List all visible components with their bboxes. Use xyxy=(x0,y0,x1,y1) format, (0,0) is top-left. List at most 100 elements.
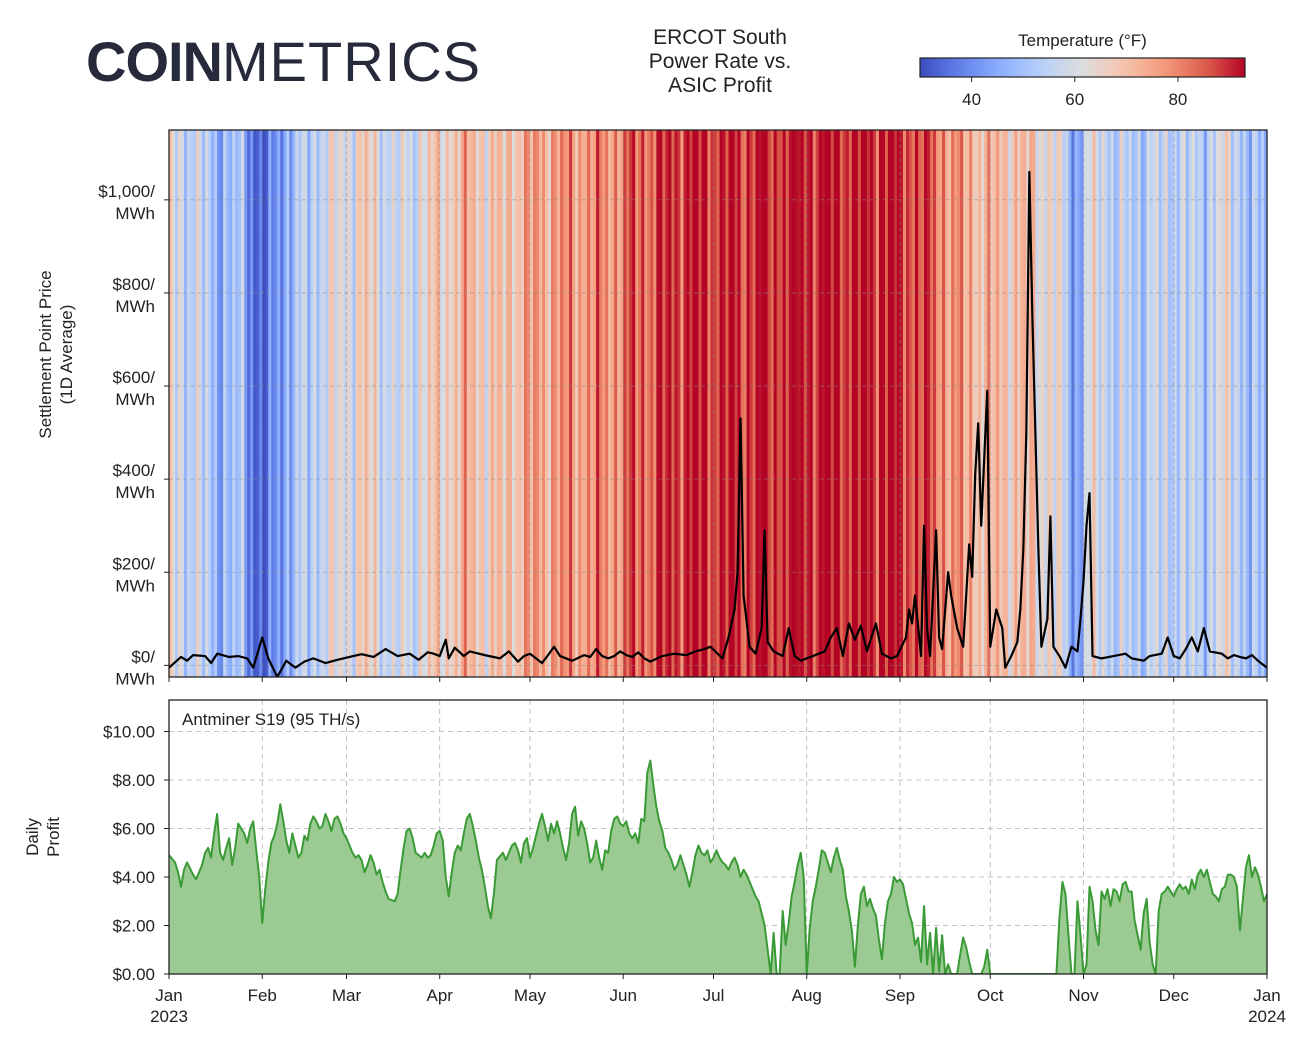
profit-y-tick-label: $2.00 xyxy=(112,917,155,936)
temperature-stripe xyxy=(193,130,197,677)
temperature-stripe xyxy=(1002,130,1006,677)
temperature-stripe xyxy=(313,130,317,677)
temperature-stripe xyxy=(927,130,931,677)
x-tick-label: Nov xyxy=(1068,986,1099,1005)
x-tick-year: 2024 xyxy=(1248,1007,1286,1026)
temperature-stripe xyxy=(1035,130,1039,677)
temperature-stripe xyxy=(668,130,672,677)
temperature-stripe xyxy=(1068,130,1073,677)
temperature-stripe xyxy=(1014,130,1018,677)
temperature-stripe xyxy=(875,130,880,677)
temperature-stripe xyxy=(1110,130,1115,677)
temperature-stripe xyxy=(842,130,847,677)
temperature-stripe xyxy=(301,130,305,677)
temperature-stripe xyxy=(581,130,585,677)
temperature-stripe xyxy=(205,130,209,677)
temperature-stripe xyxy=(869,130,874,677)
temperature-colorbar: Temperature (°F) 40 60 80 xyxy=(919,31,1246,109)
temperature-stripe xyxy=(1146,130,1151,677)
temperature-stripe xyxy=(217,130,221,677)
temperature-stripe xyxy=(502,130,507,677)
temperature-stripe xyxy=(1200,130,1205,677)
temperature-stripe xyxy=(484,130,489,677)
temperature-stripe xyxy=(1251,130,1256,677)
temperature-stripe xyxy=(836,130,841,677)
temperature-stripe xyxy=(900,130,904,677)
colorbar-title: Temperature (°F) xyxy=(1018,31,1147,50)
temperature-stripe xyxy=(1008,130,1012,677)
temperature-stripe xyxy=(686,130,691,677)
temperature-stripe xyxy=(334,130,339,677)
temperature-stripe xyxy=(794,130,799,677)
temperature-stripe xyxy=(863,130,868,677)
temperature-stripe xyxy=(972,130,976,677)
price-panel-frame xyxy=(168,129,1268,678)
temperature-stripe xyxy=(352,130,357,677)
temperature-stripe xyxy=(963,130,967,677)
temperature-stripe xyxy=(584,130,588,677)
temperature-stripe xyxy=(1023,130,1027,677)
price-y-tick-unit: MWh xyxy=(115,390,155,409)
profit-panel: $0.00 $2.00 $4.00 $6.00 $8.00 $10.00 Antminer … xyxy=(23,699,1268,984)
x-tick-label: Jan xyxy=(1253,986,1280,1005)
temperature-stripe xyxy=(818,130,823,677)
temperature-stripe xyxy=(394,130,399,677)
temperature-stripe xyxy=(1227,130,1232,677)
temperature-stripe xyxy=(960,130,964,677)
temperature-stripe xyxy=(551,130,555,677)
temperature-stripe xyxy=(593,130,597,677)
temperature-stripe xyxy=(226,130,230,677)
temperature-stripe xyxy=(1071,130,1076,677)
temperature-stripe xyxy=(1044,130,1048,677)
temperature-stripe xyxy=(936,130,940,677)
temperature-stripe xyxy=(1116,130,1121,677)
temperature-stripe xyxy=(987,130,991,677)
temperature-stripe xyxy=(662,130,666,677)
temperature-stripe xyxy=(487,130,492,677)
temperature-stripe xyxy=(563,130,567,677)
temperature-stripe xyxy=(939,130,943,677)
temperature-stripe xyxy=(433,130,438,677)
temperature-stripe xyxy=(824,130,829,677)
temperature-stripe xyxy=(1059,130,1064,677)
temperature-stripe xyxy=(1239,130,1244,677)
temperature-stripe xyxy=(436,130,441,677)
temperature-stripe xyxy=(253,130,257,677)
temperature-stripe xyxy=(454,130,459,677)
temperature-stripe xyxy=(385,130,390,677)
temperature-stripe xyxy=(346,130,351,677)
temperature-stripe xyxy=(1191,130,1196,677)
temperature-stripe xyxy=(1176,130,1181,677)
temperature-stripe xyxy=(223,130,227,677)
temperature-stripe xyxy=(866,130,871,677)
temperature-stripe xyxy=(993,130,997,677)
temperature-stripe xyxy=(782,130,787,677)
temperature-stripe xyxy=(430,130,435,677)
temperature-stripe xyxy=(921,130,925,677)
temperature-stripe xyxy=(909,130,913,677)
temperature-stripe xyxy=(626,130,630,677)
temperature-stripe xyxy=(659,130,663,677)
temperature-stripe xyxy=(1095,130,1100,677)
profit-y-axis-label: Daily xyxy=(23,818,42,856)
temperature-stripe xyxy=(256,130,260,677)
temperature-stripe xyxy=(427,130,432,677)
temperature-stripe xyxy=(641,130,645,677)
temperature-stripe xyxy=(421,130,426,677)
temperature-stripe xyxy=(1167,130,1172,677)
temperature-stripe xyxy=(806,130,811,677)
temperature-stripe xyxy=(1113,130,1118,677)
x-tick-label: Feb xyxy=(248,986,277,1005)
temperature-stripe xyxy=(536,130,540,677)
temperature-stripe xyxy=(725,130,730,677)
temperature-stripe xyxy=(575,130,579,677)
temperature-stripe xyxy=(1098,130,1103,677)
temperature-stripe xyxy=(244,130,248,677)
temperature-stripe xyxy=(367,130,372,677)
temperature-stripe xyxy=(1053,130,1058,677)
temperature-stripe xyxy=(1128,130,1133,677)
temperature-stripe xyxy=(1242,130,1247,677)
temperature-stripe xyxy=(208,130,212,677)
temperature-stripe xyxy=(490,130,495,677)
temperature-stripe xyxy=(809,130,814,677)
